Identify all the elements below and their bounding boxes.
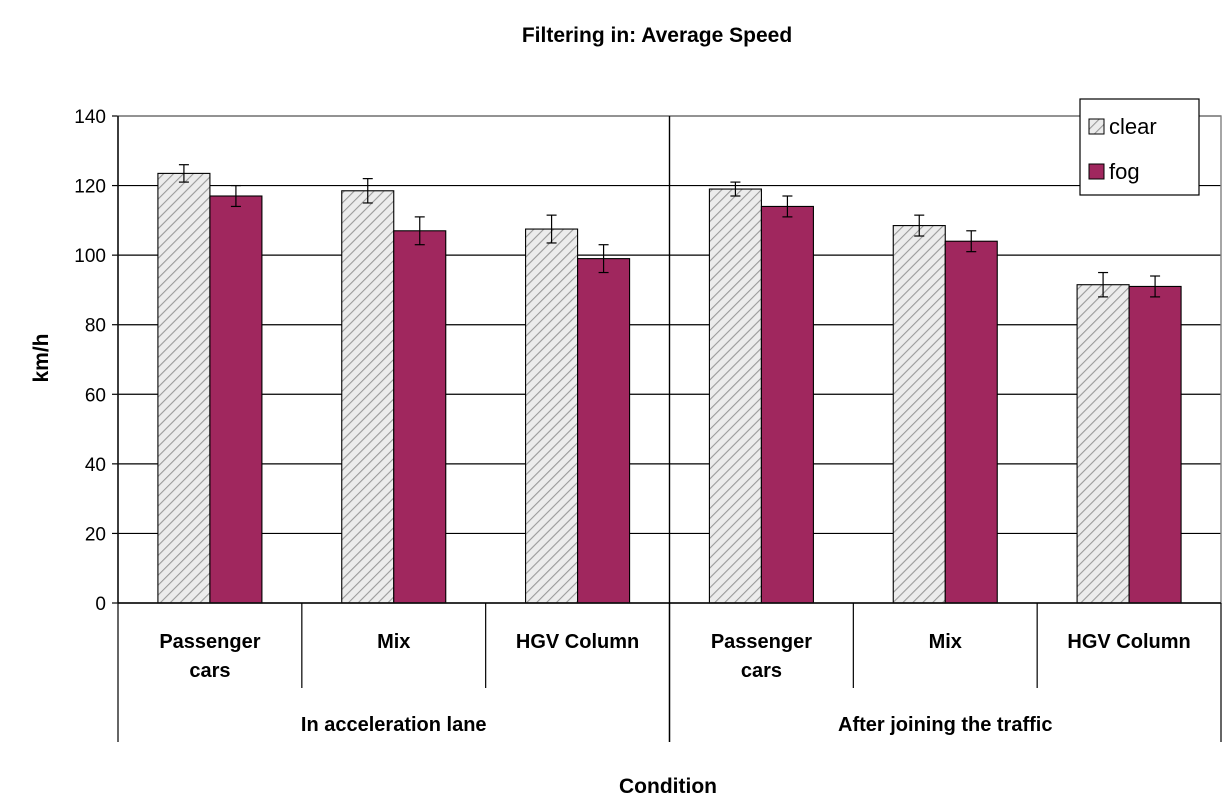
error-bar-fog xyxy=(782,195,793,218)
category-label: Passenger cars xyxy=(711,631,812,682)
error-bar-fog xyxy=(1150,275,1161,298)
y-tick-labels: 0 20 40 60 80 100 120 140 xyxy=(74,107,106,615)
error-bar-clear xyxy=(914,214,925,237)
bar-clear xyxy=(1076,284,1130,604)
error-bar-fog xyxy=(230,184,241,208)
category-label: Passenger cars xyxy=(159,631,260,682)
bars xyxy=(157,172,1182,604)
group-label: After joining the traffic xyxy=(838,714,1052,736)
y-tick-label: 100 xyxy=(74,246,106,267)
bar-fog xyxy=(760,205,814,604)
legend-swatch-fog xyxy=(1088,163,1105,180)
bar-fog xyxy=(944,240,998,604)
error-bar-clear xyxy=(730,181,741,197)
bar-clear xyxy=(157,172,211,604)
legend-label-fog: fog xyxy=(1109,159,1140,184)
error-bar-clear xyxy=(178,164,189,183)
error-bar-clear xyxy=(362,178,373,204)
bar-fog xyxy=(209,195,263,604)
error-bar-fog xyxy=(966,230,977,253)
category-label: Mix xyxy=(377,631,410,653)
error-bar-fog xyxy=(414,216,425,246)
bar-clear xyxy=(341,190,395,604)
error-bar-clear xyxy=(1098,271,1109,298)
legend-swatch-clear xyxy=(1088,118,1105,135)
group-label: In acceleration lane xyxy=(301,714,487,736)
bar-fog xyxy=(393,230,447,604)
axes xyxy=(112,115,1222,742)
error-bar-clear xyxy=(546,214,557,244)
category-label: Mix xyxy=(929,631,962,653)
bar-clear xyxy=(892,225,946,604)
legend-label-clear: clear xyxy=(1109,114,1157,139)
bar-fog xyxy=(1128,285,1182,604)
category-label: HGV Column xyxy=(1067,631,1190,653)
bar-clear xyxy=(525,228,579,604)
bar-fog xyxy=(577,258,631,604)
y-tick-label: 140 xyxy=(74,107,106,128)
y-tick-label: 60 xyxy=(85,385,106,406)
x-axis-title: Condition xyxy=(619,775,717,798)
legend: clear fog xyxy=(1079,98,1200,196)
bar-clear xyxy=(708,188,762,604)
category-labels: Passenger cars Mix HGV Column Passenger cars M… xyxy=(159,631,1190,736)
y-tick-label: 80 xyxy=(85,316,106,337)
y-tick-label: 120 xyxy=(74,177,106,198)
y-tick-label: 0 xyxy=(95,594,106,615)
category-label: HGV Column xyxy=(516,631,639,653)
error-bars xyxy=(178,164,1161,298)
chart-title: Filtering in: Average Speed xyxy=(522,24,792,47)
y-tick-label: 20 xyxy=(85,524,106,545)
y-tick-label: 40 xyxy=(85,455,106,476)
error-bar-fog xyxy=(598,244,609,274)
y-axis-title: km/h xyxy=(30,333,53,382)
